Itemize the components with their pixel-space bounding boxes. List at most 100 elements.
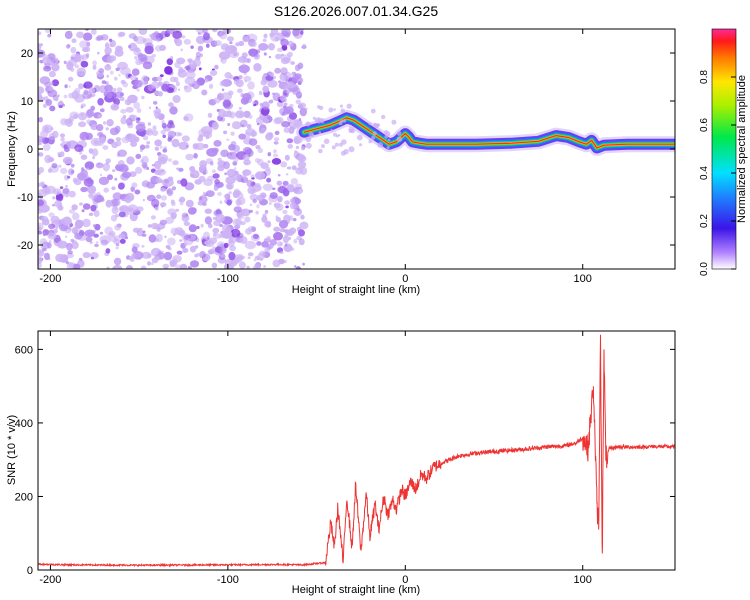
noise-blob <box>88 212 94 217</box>
noise-blob <box>226 199 232 206</box>
noise-blob <box>252 101 256 105</box>
noise-blob <box>118 164 129 173</box>
colorbar-tick-label: 0.4 <box>699 166 710 180</box>
noise-blob <box>252 184 262 192</box>
noise-blob <box>136 119 140 124</box>
noise-blob <box>220 43 230 51</box>
noise-blob <box>243 75 252 82</box>
noise-blob <box>43 65 52 72</box>
noise-blob <box>56 240 68 249</box>
noise-blob <box>105 161 109 165</box>
noise-blob <box>151 198 160 208</box>
noise-blob <box>97 114 102 119</box>
noise-blob <box>72 212 80 221</box>
noise-blob <box>295 91 303 99</box>
noise-blob <box>44 252 50 261</box>
noise-blob <box>257 147 264 154</box>
snr-y-tick-label: 0 <box>27 565 33 577</box>
noise-blob <box>172 259 178 265</box>
noise-blob <box>112 265 123 269</box>
noise-blob <box>38 249 45 257</box>
noise-blob <box>65 185 68 188</box>
noise-blob <box>92 229 96 234</box>
noise-blob <box>195 35 206 45</box>
noise-blob <box>74 232 83 240</box>
noise-blob <box>48 70 56 78</box>
noise-blob <box>261 216 268 223</box>
noise-blob <box>178 141 189 150</box>
noise-blob <box>115 45 123 52</box>
noise-blob <box>151 262 154 266</box>
noise-blob <box>177 132 183 137</box>
noise-blob <box>299 221 309 230</box>
noise-blob <box>141 75 149 84</box>
noise-blob <box>58 164 62 168</box>
noise-blob <box>245 228 252 235</box>
noise-blob <box>248 138 258 146</box>
spectrogram-y-tick-label: -10 <box>17 192 33 204</box>
noise-blob <box>160 187 167 192</box>
noise-blob <box>291 165 297 171</box>
noise-blob <box>172 30 183 39</box>
noise-blob <box>290 61 295 65</box>
noise-blob <box>204 78 209 83</box>
noise-blob <box>286 138 294 144</box>
noise-blob <box>92 156 96 160</box>
noise-blob <box>151 76 159 82</box>
noise-blob <box>148 234 157 243</box>
noise-blob <box>149 130 152 133</box>
noise-blob <box>120 150 126 157</box>
noise-blob <box>74 144 84 152</box>
noise-blob <box>275 216 281 223</box>
noise-blob <box>229 152 233 156</box>
noise-blob <box>110 103 120 111</box>
noise-blob <box>283 56 291 64</box>
noise-blob <box>233 152 237 155</box>
ridge-speckle <box>359 143 363 147</box>
noise-blob <box>152 125 157 131</box>
noise-blob <box>164 179 169 184</box>
noise-blob <box>71 38 77 43</box>
noise-blob <box>44 29 51 34</box>
noise-blob <box>82 218 91 228</box>
noise-blob <box>126 156 135 165</box>
noise-blob <box>65 118 73 128</box>
noise-blob <box>272 92 281 102</box>
noise-blob <box>262 85 270 93</box>
ridge-speckle <box>305 136 312 143</box>
noise-blob <box>238 40 245 47</box>
noise-blob <box>212 227 220 234</box>
noise-blob <box>138 29 148 35</box>
noise-blob <box>161 83 170 92</box>
noise-blob <box>38 189 48 198</box>
noise-blob <box>92 64 97 70</box>
noise-blob <box>284 154 290 161</box>
noise-blob <box>80 186 88 193</box>
noise-blob <box>274 36 280 42</box>
noise-blob <box>279 228 286 233</box>
noise-blob <box>244 240 257 250</box>
noise-blob <box>248 209 253 213</box>
noise-blob <box>293 138 300 144</box>
noise-blob <box>183 85 192 93</box>
noise-blob <box>218 92 222 96</box>
noise-blob <box>111 186 116 191</box>
noise-blob <box>96 35 104 41</box>
noise-blob <box>155 45 163 52</box>
noise-blob <box>47 89 58 98</box>
noise-blob <box>138 227 143 232</box>
noise-blob <box>287 183 295 192</box>
noise-blob <box>109 55 117 62</box>
noise-blob <box>92 60 97 66</box>
noise-blob <box>231 46 237 51</box>
noise-blob <box>120 67 131 76</box>
ridge-speckle <box>340 108 346 114</box>
noise-blob <box>159 145 163 149</box>
noise-blob <box>208 223 213 229</box>
noise-blob <box>246 179 253 188</box>
noise-blob <box>267 160 271 164</box>
noise-blob <box>188 83 192 87</box>
noise-blob <box>175 208 180 212</box>
noise-blob <box>58 104 63 109</box>
snr-x-tick-label: -200 <box>39 574 61 586</box>
